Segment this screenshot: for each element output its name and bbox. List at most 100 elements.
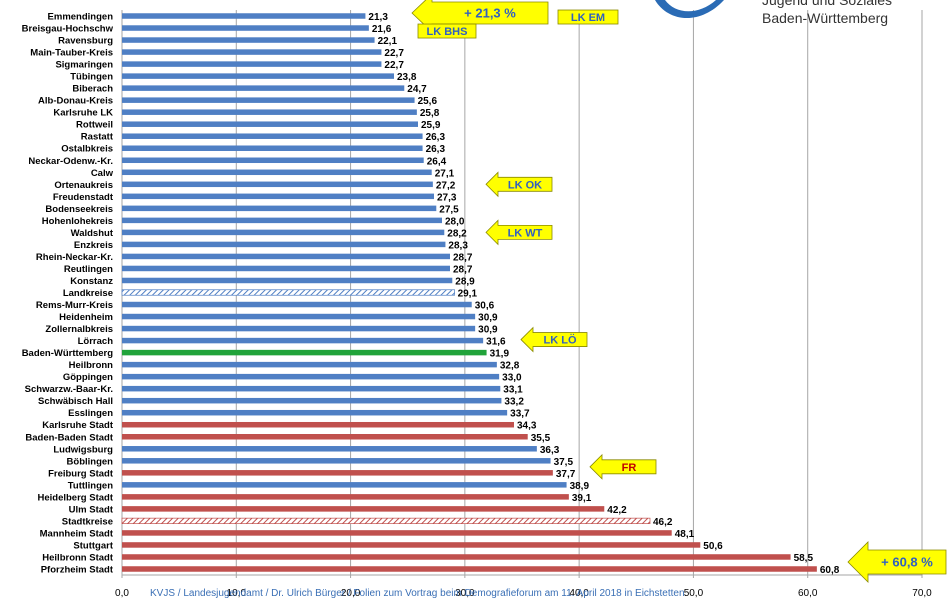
category-label-36: Ludwigsburg (53, 444, 113, 455)
value-label-41: 42,2 (607, 505, 627, 516)
x-tick-label-3: 30,0 (455, 588, 475, 599)
bar-3 (122, 49, 382, 55)
bar-41 (122, 506, 605, 512)
value-label-15: 27,3 (437, 192, 457, 203)
callout-label-2: LK BHS (427, 26, 468, 38)
bar-10 (122, 133, 423, 139)
category-label-29: Heilbronn (69, 360, 114, 371)
bar-30 (122, 373, 500, 380)
bar-32 (122, 397, 502, 404)
bar-40 (122, 494, 569, 500)
bar-27 (122, 337, 484, 344)
value-label-32: 33,2 (504, 397, 524, 408)
category-label-28: Baden-Württemberg (22, 348, 114, 359)
callout-box-1 (557, 9, 619, 25)
value-label-27: 31,6 (486, 337, 506, 348)
category-label-24: Rems-Murr-Kreis (36, 300, 113, 311)
bar-6 (122, 85, 405, 91)
category-label-16: Bodenseekreis (45, 204, 113, 215)
value-label-5: 23,8 (397, 72, 417, 83)
category-label-44: Stuttgart (73, 540, 113, 551)
bar-17 (122, 217, 442, 224)
bar-34 (122, 421, 514, 428)
bar-11 (122, 145, 423, 151)
x-tick-label-2: 20,0 (341, 588, 361, 599)
category-label-46: Pforzheim Stadt (41, 564, 114, 575)
category-label-31: Schwarzw.-Baar-Kr. (25, 384, 113, 395)
value-label-40: 39,1 (572, 493, 592, 504)
category-label-40: Heidelberg Stadt (38, 492, 114, 503)
bar-43 (122, 530, 672, 536)
bar-21 (122, 265, 450, 272)
value-label-23: 29,1 (458, 289, 478, 300)
value-label-10: 26,3 (426, 132, 446, 143)
value-labels: 21,321,622,122,722,723,824,725,625,825,9… (368, 12, 839, 576)
bar-29 (122, 361, 497, 368)
callout-2: LK BHS (417, 23, 477, 39)
category-label-45: Heilbronn Stadt (42, 552, 114, 563)
callout-label-5: LK LÖ (544, 334, 577, 347)
bar-28 (122, 349, 487, 356)
logo-swoosh-icon (655, 0, 724, 19)
category-label-12: Neckar-Odenw.-Kr. (28, 156, 113, 167)
x-tick-label-4: 40,0 (569, 588, 589, 599)
bar-38 (122, 470, 553, 476)
callout-arrow-shape-7 (847, 541, 947, 583)
value-label-9: 25,9 (421, 120, 441, 131)
bar-46 (122, 566, 817, 572)
value-label-6: 24,7 (407, 84, 427, 95)
category-label-32: Schwäbisch Hall (38, 396, 113, 407)
value-label-44: 50,6 (703, 541, 723, 552)
value-label-45: 58,5 (794, 553, 814, 564)
value-label-28: 31,9 (490, 349, 510, 360)
callout-box-2 (417, 23, 477, 39)
value-label-24: 30,6 (475, 301, 495, 312)
bar-2 (122, 37, 375, 43)
value-label-38: 37,7 (556, 469, 576, 480)
callout-label-7: + 60,8 % (881, 554, 933, 569)
category-label-14: Ortenaukreis (54, 180, 113, 191)
value-label-21: 28,7 (453, 264, 473, 275)
value-label-37: 37,5 (554, 457, 574, 468)
x-tick-labels: 0,0 10,0 20,0 30,0 40,0 50,0 60,0 70,0 (115, 588, 932, 599)
bar-12 (122, 157, 424, 164)
bar-7 (122, 97, 415, 103)
logo: Jugend und Soziales Baden-Württemberg (655, 0, 892, 26)
value-label-26: 30,9 (478, 325, 498, 336)
category-labels: EmmendingenBreisgau-HochschwRavensburgMa… (22, 12, 114, 576)
callout-arrow-shape-3 (485, 171, 553, 198)
bar-16 (122, 205, 437, 212)
x-tick-label-0: 0,0 (115, 588, 129, 599)
bar-42 (121, 517, 651, 525)
category-label-6: Biberach (72, 84, 113, 95)
category-label-4: Sigmaringen (55, 60, 113, 71)
bar-39 (122, 482, 567, 488)
bar-8 (122, 109, 417, 115)
bar-9 (122, 121, 418, 127)
value-label-22: 28,9 (455, 276, 475, 287)
logo-line1: Jugend und Soziales (762, 0, 892, 8)
bar-26 (122, 325, 476, 332)
value-label-34: 34,3 (517, 421, 537, 432)
value-label-19: 28,3 (448, 240, 468, 251)
category-label-13: Calw (91, 168, 114, 179)
category-label-8: Karlsruhe LK (53, 108, 113, 119)
bar-1 (122, 25, 369, 31)
value-label-3: 22,7 (384, 48, 404, 59)
callout-arrow-shape-5 (520, 326, 588, 353)
bar-4 (122, 61, 382, 67)
value-label-7: 25,6 (418, 96, 438, 107)
value-label-0: 21,3 (368, 12, 388, 23)
category-label-19: Enzkreis (74, 240, 113, 251)
bars (121, 13, 817, 572)
callout-arrow-shape-6 (589, 453, 657, 480)
value-label-12: 26,4 (427, 156, 447, 167)
value-label-30: 33,0 (502, 373, 522, 384)
bar-37 (122, 458, 551, 464)
value-label-16: 27,5 (439, 204, 459, 215)
value-label-14: 27,2 (436, 180, 456, 191)
category-label-34: Karlsruhe Stadt (42, 420, 114, 431)
category-label-35: Baden-Baden Stadt (25, 432, 113, 443)
callout-5: LK LÖ (520, 326, 588, 353)
category-label-17: Hohenlohekreis (42, 216, 113, 227)
